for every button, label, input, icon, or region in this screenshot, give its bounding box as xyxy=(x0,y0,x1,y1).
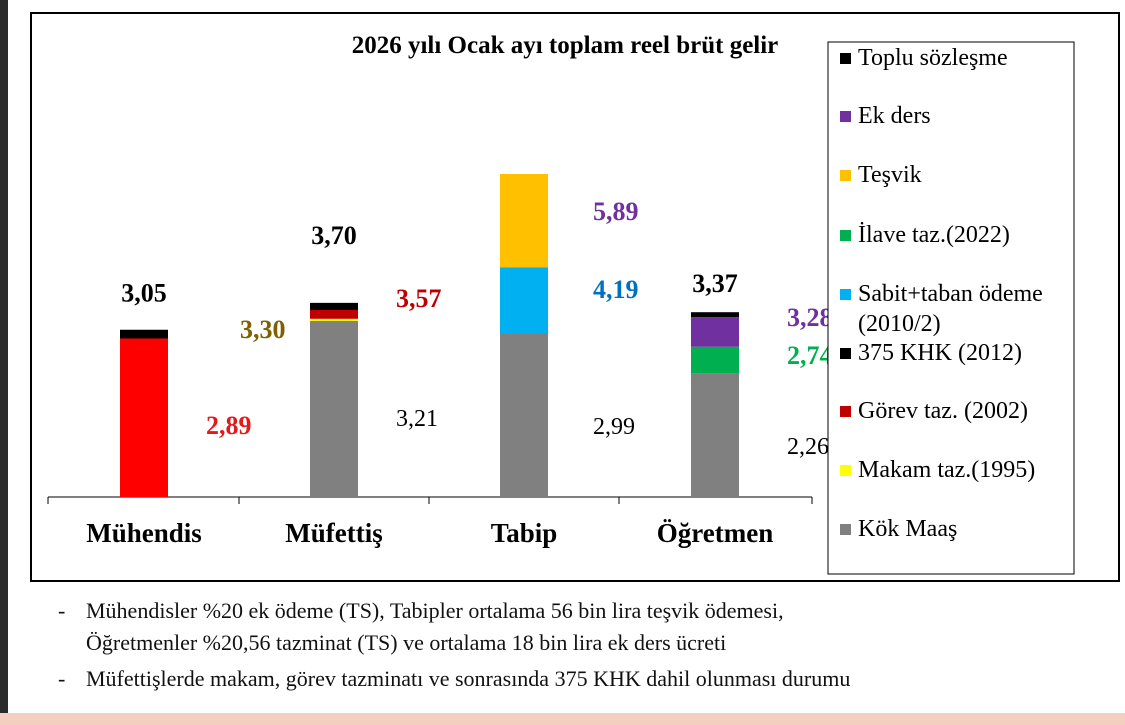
legend-label: Makam taz.(1995) xyxy=(858,457,1035,483)
legend-swatch-tesvik xyxy=(840,170,851,181)
bar-segment-tabip-tesvik xyxy=(500,174,548,268)
data-label: 2,74 xyxy=(787,341,833,370)
legend-swatch-kok-maas xyxy=(840,524,851,535)
bar-segment-mufettis-makam-taz-1995 xyxy=(310,318,358,321)
legend-swatch-375-khk-2012 xyxy=(840,348,851,359)
legend-swatch-ek-ders xyxy=(840,111,851,122)
bar-segment-mufettis-gorev-taz-2002 xyxy=(310,310,358,319)
bar-segment-mufettis-toplu-sozlesme xyxy=(310,302,358,310)
chart-frame: 2026 yılı Ocak ayı toplam reel brüt geli… xyxy=(30,12,1120,582)
legend-label: Sabit+taban ödeme xyxy=(858,281,1043,307)
bar-segment-tabip-sabit-taban-odeme-2010-2 xyxy=(500,267,548,334)
note-line: Öğretmenler %20,56 tazminat (TS) ve orta… xyxy=(86,630,727,655)
data-label: 2,89 xyxy=(206,411,252,440)
x-tick-label: Müfettiş xyxy=(285,518,382,548)
data-label: 5,89 xyxy=(593,197,639,226)
data-label: 3,70 xyxy=(311,221,357,250)
data-label: 4,19 xyxy=(593,275,639,304)
legend-swatch-gorev-taz-2002 xyxy=(840,406,851,417)
x-tick-label: Mühendis xyxy=(86,518,202,548)
data-label: 2,26 xyxy=(787,434,829,460)
legend-label: Teşvik xyxy=(858,162,922,188)
note-item: - Müfettişlerde makam, görev tazminatı v… xyxy=(58,663,1108,695)
note-bullet: - xyxy=(58,666,66,691)
legend-label: Kök Maaş xyxy=(858,516,957,542)
legend-label: İlave taz.(2022) xyxy=(858,222,1010,248)
stacked-bar-chart: 2026 yılı Ocak ayı toplam reel brüt geli… xyxy=(47,32,1075,575)
legend-label: Ek ders xyxy=(858,103,931,129)
x-tick-label: Tabip xyxy=(491,518,558,548)
legend-swatch-makam-taz-1995 xyxy=(840,465,851,476)
legend-label: 375 KHK (2012) xyxy=(858,340,1022,366)
bar-segment-mufettis-kok-maas xyxy=(310,320,358,497)
bar-segment-muhendis-gorev-taz-2002 xyxy=(120,338,168,497)
x-tick-label: Öğretmen xyxy=(657,518,773,548)
legend-label: Görev taz. (2002) xyxy=(858,398,1028,424)
data-label: 2,99 xyxy=(593,414,635,440)
note-item: - Mühendisler %20 ek ödeme (TS), Tabiple… xyxy=(58,595,1108,659)
legend-box xyxy=(827,41,1075,575)
left-edge-strip xyxy=(0,0,8,725)
data-label: 3,30 xyxy=(240,315,286,344)
bar-segment-ogretmen-ilave-taz-2022 xyxy=(691,346,739,374)
bar-segment-ogretmen-toplu-sozlesme xyxy=(691,312,739,318)
legend-label-continued: (2010/2) xyxy=(858,311,941,337)
legend-label: Toplu sözleşme xyxy=(858,45,1008,71)
bottom-edge-strip xyxy=(0,713,1125,725)
data-label: 3,37 xyxy=(692,269,738,298)
note-line: Müfettişlerde makam, görev tazminatı ve … xyxy=(86,666,851,691)
bar-segment-ogretmen-ek-ders xyxy=(691,317,739,347)
bar-segment-tabip-kok-maas xyxy=(500,333,548,497)
data-label: 3,21 xyxy=(396,406,438,432)
data-label: 3,05 xyxy=(121,279,167,308)
note-line: Mühendisler %20 ek ödeme (TS), Tabipler … xyxy=(86,598,784,623)
data-label: 3,57 xyxy=(396,284,442,313)
chart-title: 2026 yılı Ocak ayı toplam reel brüt geli… xyxy=(352,32,779,59)
bar-segment-muhendis-toplu-sozlesme xyxy=(120,329,168,339)
bar-segment-ogretmen-kok-maas xyxy=(691,373,739,497)
legend-swatch-ilave-taz-2022 xyxy=(840,230,851,241)
data-label: 3,28 xyxy=(787,303,833,332)
note-bullet: - xyxy=(58,598,66,623)
notes-list: - Mühendisler %20 ek ödeme (TS), Tabiple… xyxy=(58,595,1108,699)
legend-swatch-toplu-sozlesme xyxy=(840,53,851,64)
legend-swatch-sabit-taban-odeme-2010-2 xyxy=(840,289,851,300)
